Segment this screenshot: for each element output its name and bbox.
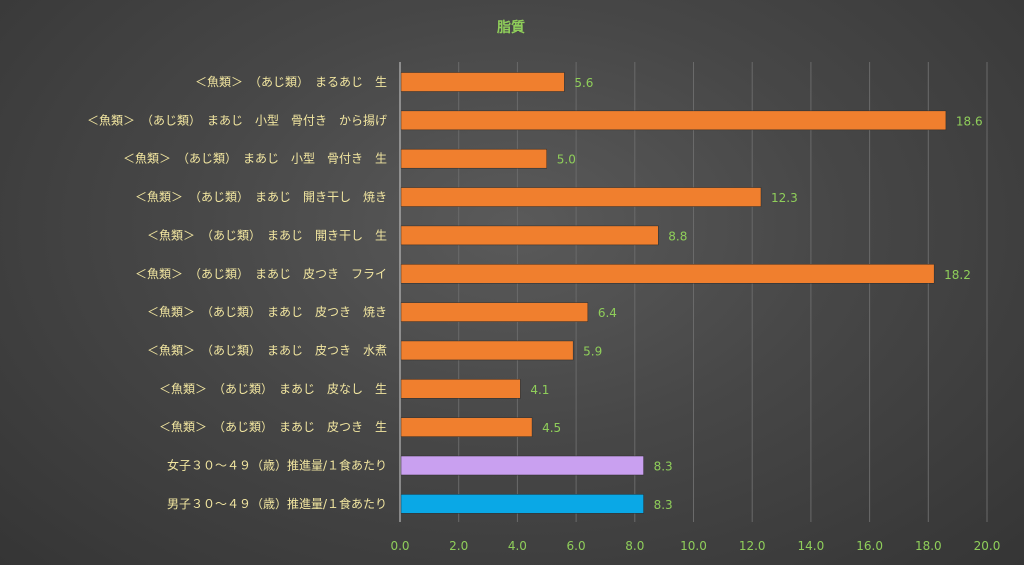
- x-tick-label: 6.0: [567, 539, 586, 553]
- bar: [400, 379, 521, 399]
- grid-layer: [458, 62, 988, 522]
- category-label: 男子３０～４９（歳）推進量/１食あたり: [167, 496, 387, 511]
- value-label: 4.1: [530, 383, 549, 397]
- value-label: 5.9: [583, 344, 602, 358]
- value-label: 5.6: [574, 76, 593, 90]
- bar: [400, 455, 644, 476]
- bars-layer: [400, 72, 947, 514]
- chart-title: 脂質: [496, 19, 525, 36]
- bar: [400, 264, 935, 284]
- bar: [400, 302, 589, 322]
- labels-layer: ＜魚類＞ （あじ類） まるあじ 生 5.6 ＜魚類＞ （あじ類） まあじ 小型 骨付…: [87, 75, 983, 512]
- value-label: 8.8: [668, 229, 687, 243]
- category-label: ＜魚類＞ （あじ類） まあじ 皮つき 焼き: [147, 305, 387, 319]
- bar: [400, 72, 565, 92]
- x-tick-label: 0.0: [390, 539, 409, 553]
- category-label: ＜魚類＞ （あじ類） まあじ 皮つき 生: [159, 420, 387, 434]
- x-tick-label: 4.0: [508, 539, 527, 553]
- category-label: ＜魚類＞ （あじ類） まあじ 開き干し 焼き: [135, 190, 387, 204]
- bar: [400, 340, 574, 361]
- category-label: ＜魚類＞ （あじ類） まあじ 皮つき 水煮: [147, 343, 387, 357]
- value-label: 8.3: [654, 460, 673, 474]
- x-tick-label: 10.0: [680, 539, 707, 553]
- bar: [400, 494, 644, 514]
- x-tick-label: 14.0: [798, 539, 825, 553]
- x-tick-label: 2.0: [449, 539, 468, 553]
- bar: [400, 110, 947, 131]
- category-label: ＜魚類＞ （あじ類） まあじ 皮つき フライ: [135, 267, 387, 281]
- value-label: 8.3: [654, 498, 673, 512]
- category-label: ＜魚類＞ （あじ類） まあじ 開き干し 生: [147, 228, 387, 242]
- value-label: 18.2: [944, 268, 971, 282]
- category-label: ＜魚類＞ （あじ類） まるあじ 生: [195, 75, 387, 89]
- bar: [400, 225, 659, 246]
- category-label: 女子３０～４９（歳）推進量/１食あたり: [167, 458, 387, 473]
- bar: [400, 187, 762, 207]
- value-label: 12.3: [771, 191, 798, 205]
- x-tick-label: 12.0: [739, 539, 766, 553]
- category-label: ＜魚類＞ （あじ類） まあじ 小型 骨付き 生: [123, 152, 387, 166]
- x-tick-label: 8.0: [625, 539, 644, 553]
- x-tick-label: 20.0: [974, 539, 1001, 553]
- bar: [400, 417, 533, 437]
- value-label: 4.5: [542, 421, 561, 435]
- category-label: ＜魚類＞ （あじ類） まあじ 小型 骨付き から揚げ: [87, 113, 387, 127]
- bar: [400, 148, 547, 169]
- x-tick-label: 18.0: [915, 539, 942, 553]
- value-label: 5.0: [557, 153, 576, 167]
- value-label: 18.6: [956, 114, 983, 128]
- x-tick-label: 16.0: [856, 539, 883, 553]
- ticks-layer: 0.0 2.0 4.0 6.0 8.0 10.0 12.0 14.0 16.0 18.0 20.0: [390, 539, 1000, 553]
- category-label: ＜魚類＞ （あじ類） まあじ 皮なし 生: [159, 382, 387, 396]
- value-label: 6.4: [598, 306, 617, 320]
